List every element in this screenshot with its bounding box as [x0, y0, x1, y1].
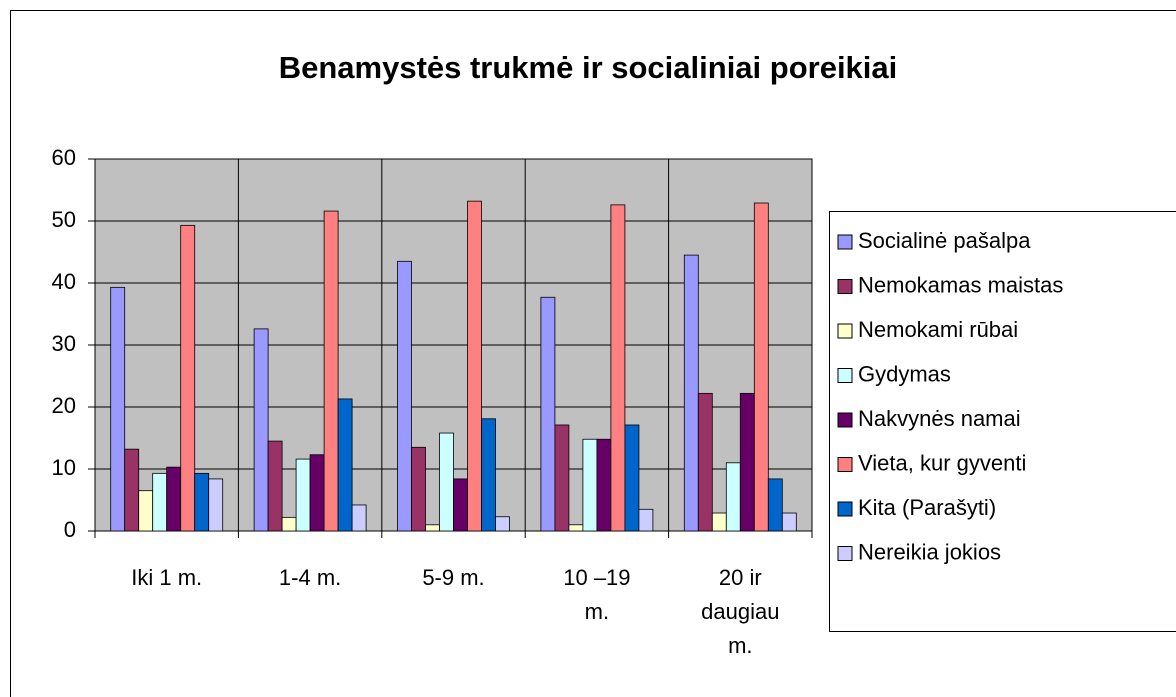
legend-swatch [837, 501, 853, 517]
legend-swatch [837, 412, 853, 428]
bar [351, 504, 367, 532]
bar [767, 478, 783, 532]
legend-box [829, 211, 1176, 632]
legend-label: Socialinė pašalpa [858, 228, 1031, 253]
bar [194, 472, 210, 532]
legend-label: Nereikia jokios [858, 539, 1001, 564]
bar [596, 438, 612, 532]
bar [467, 200, 482, 532]
legend-label: Nemokami rūbai [858, 317, 1018, 342]
bar [725, 462, 741, 532]
y-tick-label: 30 [52, 331, 76, 356]
y-tick-label: 60 [52, 145, 76, 170]
bar [624, 424, 640, 532]
bar [253, 328, 269, 532]
bar [554, 424, 570, 532]
bar [138, 490, 154, 532]
bar [582, 438, 598, 532]
bar [309, 454, 325, 532]
bar [453, 478, 468, 532]
legend-swatch [837, 234, 853, 250]
bar [281, 516, 297, 532]
bar [481, 418, 496, 532]
bar [124, 448, 140, 532]
legend-label: Nemokamas maistas [858, 272, 1063, 297]
bar [337, 398, 353, 532]
bar [495, 516, 510, 532]
bar [166, 466, 182, 532]
bar [152, 472, 168, 532]
legend-swatch [837, 323, 853, 339]
bar [439, 432, 454, 532]
bar [267, 440, 283, 532]
legend-label: Nakvynės namai [858, 406, 1021, 431]
x-tick-label: 5-9 m. [422, 565, 485, 590]
y-tick-label: 40 [52, 269, 76, 294]
bar [180, 224, 196, 532]
chart-title: Benamystės trukmė ir socialiniai poreiki… [279, 50, 898, 85]
legend-label: Gydymas [858, 361, 951, 386]
bar [568, 524, 584, 532]
bar [739, 392, 755, 532]
legend-swatch [837, 279, 853, 294]
bar [753, 202, 769, 532]
bar [711, 512, 727, 532]
bar [323, 210, 339, 532]
x-tick-label: Iki 1 m. [131, 565, 203, 590]
bar [411, 446, 426, 532]
bar [295, 458, 311, 532]
bar [208, 478, 224, 532]
legend-label: Vieta, kur gyventi [858, 450, 1026, 475]
bar [638, 508, 654, 532]
y-tick-label: 0 [64, 517, 76, 542]
legend-label: Kita (Parašyti) [858, 495, 996, 520]
y-tick-label: 50 [52, 207, 76, 232]
bar [397, 260, 412, 532]
bar [540, 296, 556, 532]
bar [110, 286, 126, 532]
legend-swatch [837, 457, 853, 472]
legend-swatch [837, 368, 853, 383]
bar [610, 204, 626, 532]
y-tick-label: 10 [52, 455, 76, 480]
bar [781, 512, 797, 532]
x-tick-label: 20 ir daugiau m. [701, 565, 780, 658]
bar [697, 392, 713, 532]
y-tick-label: 20 [52, 393, 76, 418]
bar [683, 254, 699, 532]
bar [425, 524, 440, 532]
x-tick-label: 10 –19 m. [563, 565, 631, 624]
legend-swatch [837, 546, 853, 561]
x-tick-label: 1-4 m. [278, 565, 342, 590]
